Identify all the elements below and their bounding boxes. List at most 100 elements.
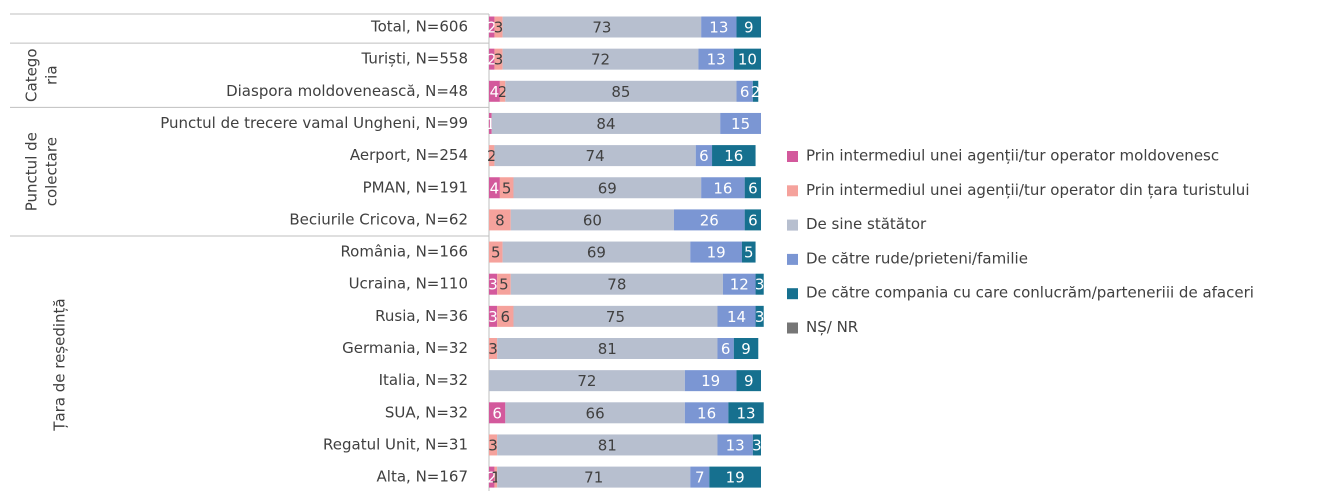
value-label: 74 xyxy=(586,147,605,165)
value-label: 3 xyxy=(488,276,498,294)
bar-segment xyxy=(491,112,721,134)
bar-segment xyxy=(717,338,734,359)
bar-segment xyxy=(499,177,514,199)
legend-label: De sine stătător xyxy=(806,215,927,233)
value-label: 3 xyxy=(755,276,765,294)
category-label: PMAN, N=191 xyxy=(363,178,468,196)
value-label: 16 xyxy=(713,179,732,197)
category-label: Rusia, N=36 xyxy=(375,307,468,325)
value-label: 4 xyxy=(490,179,500,197)
bar-segment xyxy=(513,305,718,327)
category-label: Diaspora moldovenească, N=48 xyxy=(226,82,468,100)
bar-segment xyxy=(684,370,737,392)
legend-label: Prin intermediul unei agenții/tur operat… xyxy=(806,181,1249,199)
category-label: SUA, N=32 xyxy=(385,403,468,421)
value-label: 19 xyxy=(707,244,726,262)
bar-segment xyxy=(684,402,729,424)
value-label: 7 xyxy=(695,469,705,487)
value-label: 73 xyxy=(592,19,611,37)
value-label: 71 xyxy=(584,469,603,487)
group-label: Punctul de xyxy=(23,132,41,211)
bar-segment xyxy=(494,16,503,38)
group-label: Țara de reședință xyxy=(51,298,69,431)
bar-segment xyxy=(497,305,514,327)
value-label: 3 xyxy=(494,51,504,69)
bar-segment xyxy=(489,273,498,295)
bar-segment xyxy=(728,402,764,424)
bar-segment xyxy=(497,434,718,456)
value-label: 3 xyxy=(755,308,765,326)
bar-segment xyxy=(701,177,745,199)
bar-segment xyxy=(497,466,691,488)
legend-swatch xyxy=(787,322,798,334)
bar-segment xyxy=(489,241,503,263)
value-label: 6 xyxy=(748,179,758,197)
value-label: 26 xyxy=(700,211,719,229)
bar-segment xyxy=(733,338,759,359)
value-label: 19 xyxy=(726,469,745,487)
value-label: 81 xyxy=(598,436,617,454)
group-label: ria xyxy=(43,65,61,85)
value-label: 66 xyxy=(586,404,605,422)
bar-segment xyxy=(489,80,500,102)
bar-segment xyxy=(701,16,737,38)
legend-label: De către compania cu care conlucrăm/part… xyxy=(806,284,1254,302)
value-label: 6 xyxy=(721,340,731,358)
category-label: Total, N=606 xyxy=(370,18,468,36)
bar-segment xyxy=(698,48,734,70)
value-label: 6 xyxy=(740,83,750,101)
category-label: România, N=166 xyxy=(340,243,468,261)
bar-segment xyxy=(489,48,495,70)
group-label: Catego xyxy=(23,48,41,101)
value-label: 2 xyxy=(498,83,508,101)
value-label: 69 xyxy=(598,179,617,197)
value-label: 72 xyxy=(591,51,610,69)
bar-segment xyxy=(497,273,511,295)
bar-segment xyxy=(736,16,761,38)
bar-segment xyxy=(690,241,742,263)
bar-segment xyxy=(752,80,759,102)
bar-segment xyxy=(489,112,492,134)
bar-segment xyxy=(755,305,764,327)
value-label: 13 xyxy=(726,436,745,454)
category-label: Germania, N=32 xyxy=(342,339,468,357)
bar-segment xyxy=(690,466,710,488)
value-label: 1 xyxy=(491,469,501,487)
value-label: 19 xyxy=(701,372,720,390)
bar-segment xyxy=(489,16,495,38)
bar-segment xyxy=(494,48,503,70)
value-label: 60 xyxy=(583,211,602,229)
bar-segment xyxy=(709,466,761,488)
value-label: 16 xyxy=(724,147,743,165)
value-label: 84 xyxy=(596,115,615,133)
value-label: 3 xyxy=(752,436,762,454)
bar-segment xyxy=(494,145,696,167)
value-label: 81 xyxy=(598,340,617,358)
bar-segment xyxy=(752,434,761,456)
bar-segment xyxy=(489,466,495,488)
bar-segment xyxy=(510,273,723,295)
bar-segment xyxy=(744,209,761,231)
bar-segment xyxy=(712,145,756,167)
value-label: 3 xyxy=(488,340,498,358)
bar-segment xyxy=(499,80,506,102)
value-label: 2 xyxy=(487,19,497,37)
value-label: 69 xyxy=(587,244,606,262)
category-label: Alta, N=167 xyxy=(377,468,468,486)
bar-segment xyxy=(513,177,702,199)
legend-swatch xyxy=(787,219,798,231)
bar-segment xyxy=(673,209,745,231)
bar-segment xyxy=(489,402,506,424)
category-label: Italia, N=32 xyxy=(379,371,468,389)
legend-swatch xyxy=(787,253,798,265)
bar-segment xyxy=(505,80,737,102)
value-label: 2 xyxy=(751,83,761,101)
value-label: 6 xyxy=(748,211,758,229)
category-label: Ucraina, N=110 xyxy=(349,275,468,293)
value-label: 6 xyxy=(501,308,511,326)
bar-segment xyxy=(489,177,500,199)
value-label: 6 xyxy=(699,147,709,165)
bar-segment xyxy=(695,145,713,167)
value-label: 2 xyxy=(487,147,497,165)
